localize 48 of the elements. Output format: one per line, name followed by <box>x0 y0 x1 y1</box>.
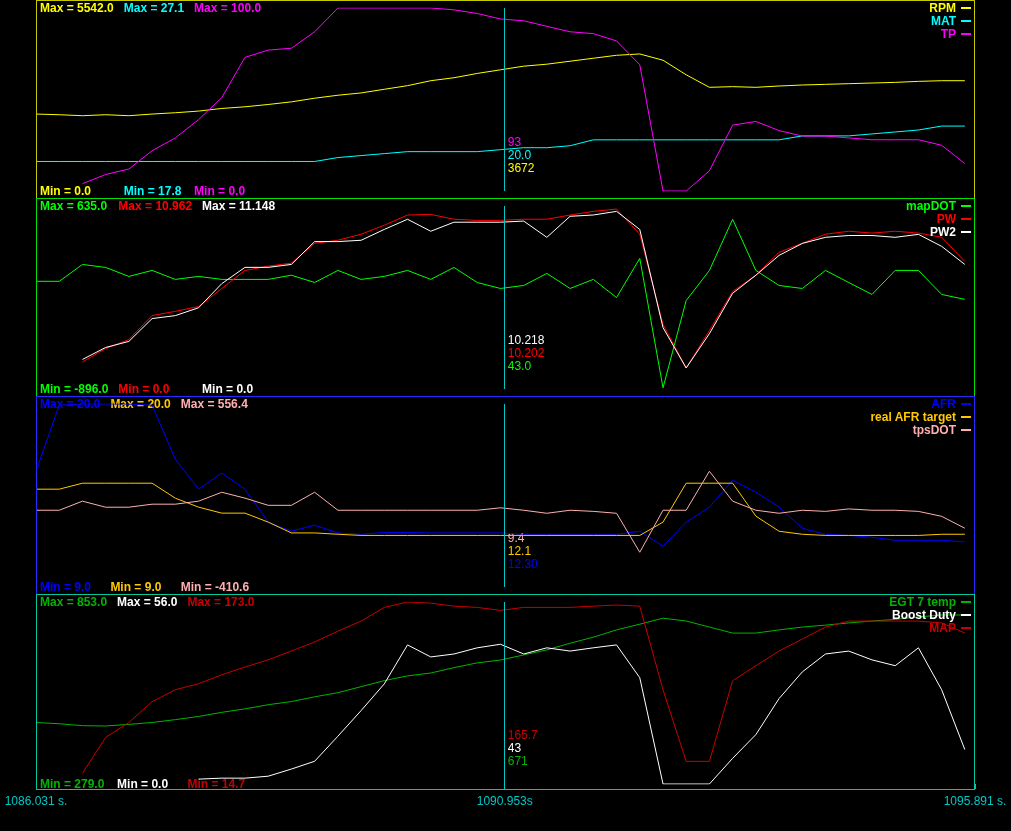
legend-label: MAT <box>930 14 957 28</box>
y-tick-label: Min = -896.0 <box>40 382 109 396</box>
legend-label: real AFR target <box>870 410 956 424</box>
y3-tick-label: Max = 556.4 <box>180 397 249 411</box>
y2-tick-label: Min = 0.0 <box>118 382 170 396</box>
annotation: 12.1 <box>507 544 532 558</box>
legend-label: PW <box>936 212 957 226</box>
y2-tick-label: Max = 10.962 <box>118 199 193 213</box>
legend-label: tpsDOT <box>912 423 957 437</box>
legend-label: PW2 <box>929 225 957 239</box>
legend-label: Boost Duty <box>892 608 957 622</box>
x-tick-label: 1095.891 s. <box>943 794 1007 808</box>
y3-tick-label: Min = 0.0 <box>202 382 254 396</box>
legend-label: TP <box>940 27 956 41</box>
y3-tick-label: Min = -410.6 <box>180 580 250 594</box>
y3-tick-label: Min = 0.0 <box>194 184 246 198</box>
y3-tick-label: Max = 100.0 <box>194 1 262 15</box>
y-tick-label: Min = 0.0 <box>40 184 92 198</box>
y3-tick-label: Max = 173.0 <box>187 595 255 609</box>
legend-label: RPM <box>929 1 956 15</box>
y-tick-label: Max = 635.0 <box>40 199 108 213</box>
legend-label: AFR <box>931 397 957 411</box>
y3-tick-label: Max = 11.148 <box>202 199 276 213</box>
y-tick-label: Min = 9.0 <box>40 580 92 594</box>
annotation: 93 <box>507 135 522 149</box>
legend-label: mapDOT <box>905 199 957 213</box>
y2-tick-label: Max = 56.0 <box>117 595 178 609</box>
annotation: 165.7 <box>507 728 539 742</box>
y-tick-label: Min = 279.0 <box>40 777 105 791</box>
y2-tick-label: Max = 27.1 <box>123 1 185 15</box>
legend-label: MAP <box>929 621 956 635</box>
x-tick-label: 1086.031 s. <box>4 794 68 808</box>
y2-tick-label: Min = 17.8 <box>123 184 182 198</box>
annotation: 10.202 <box>507 346 545 360</box>
annotation: 43 <box>507 741 522 755</box>
y-tick-label: Max = 853.0 <box>40 595 108 609</box>
annotation: 3672 <box>507 161 535 175</box>
annotation: 671 <box>507 754 529 768</box>
annotation: 20.0 <box>507 148 532 162</box>
annotation: 10.218 <box>507 333 545 347</box>
y2-tick-label: Min = 0.0 <box>117 777 169 791</box>
x-tick-label: 1090.953s <box>476 794 533 808</box>
y-tick-label: Max = 5542.0 <box>40 1 115 15</box>
annotation: 43.0 <box>507 359 532 373</box>
y2-tick-label: Min = 9.0 <box>110 580 162 594</box>
annotation: 12.30 <box>507 557 539 571</box>
legend-label: EGT 7 temp <box>889 595 956 609</box>
y3-tick-label: Min = 14.7 <box>187 777 246 791</box>
